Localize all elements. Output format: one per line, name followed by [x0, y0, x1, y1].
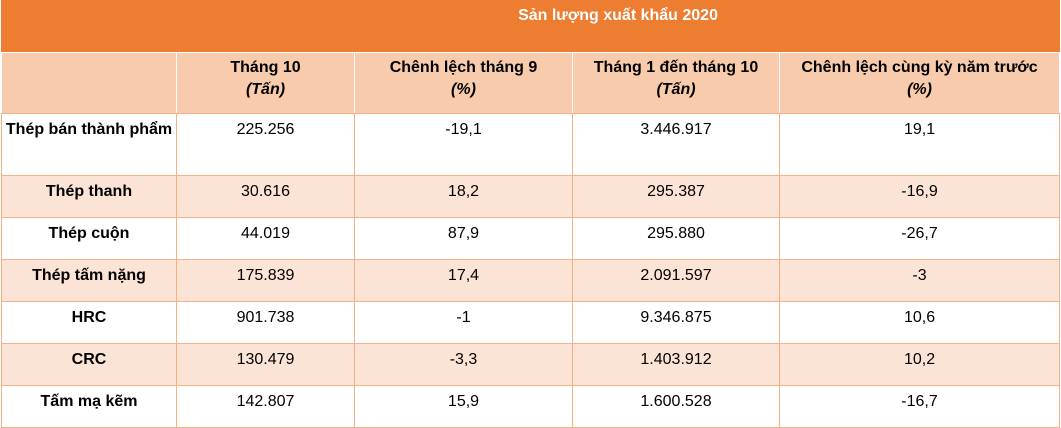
- row-label: Tấm mạ kẽm: [1, 385, 177, 428]
- table-row: Thép tấm nặng 175.839 17,4 2.091.597 -3: [1, 259, 1061, 302]
- column-header-label: Chênh lệch cùng kỳ năm trước: [801, 59, 1038, 76]
- column-header-unit: (Tấn): [656, 81, 696, 98]
- column-header-unit: (%): [907, 81, 932, 98]
- cell-change-vs-september: 17,4: [354, 259, 573, 302]
- table-header-row: Tháng 10 (Tấn) Chênh lệch tháng 9 (%) Th…: [1, 52, 1061, 114]
- cell-october: 175.839: [176, 259, 355, 302]
- cell-change-vs-september: 18,2: [354, 175, 573, 218]
- table-row: Thép cuộn 44.019 87,9 295.880 -26,7: [1, 217, 1061, 260]
- cell-january-to-october: 295.880: [572, 217, 780, 260]
- column-header-unit: (%): [451, 81, 476, 98]
- column-header-product: [1, 52, 177, 114]
- column-header-change-vs-september: Chênh lệch tháng 9 (%): [354, 52, 573, 114]
- cell-change-vs-september: -3,3: [354, 343, 573, 386]
- table-row: Tấm mạ kẽm 142.807 15,9 1.600.528 -16,7: [1, 385, 1061, 428]
- cell-january-to-october: 1.403.912: [572, 343, 780, 386]
- cell-october: 130.479: [176, 343, 355, 386]
- row-label: CRC: [1, 343, 177, 386]
- cell-january-to-october: 9.346.875: [572, 301, 780, 344]
- cell-change-vs-last-year: -16,7: [778, 385, 1061, 428]
- cell-october: 142.807: [176, 385, 355, 428]
- row-label: Thép tấm nặng: [1, 259, 177, 302]
- table-row: CRC 130.479 -3,3 1.403.912 10,2: [1, 343, 1061, 386]
- cell-change-vs-september: 15,9: [354, 385, 573, 428]
- cell-change-vs-last-year: -26,7: [778, 217, 1061, 260]
- cell-change-vs-last-year: -3: [778, 259, 1061, 302]
- table-row: Thép bán thành phẩm 225.256 -19,1 3.446.…: [1, 113, 1061, 176]
- table-title: Sản lượng xuất khẩu 2020: [175, 0, 1061, 53]
- column-header-label: Chênh lệch tháng 9: [389, 59, 538, 76]
- cell-change-vs-last-year: -16,9: [778, 175, 1061, 218]
- column-header-unit: (Tấn): [245, 81, 286, 98]
- cell-january-to-october: 295.387: [572, 175, 780, 218]
- cell-change-vs-last-year: 10,6: [778, 301, 1061, 344]
- column-header-change-vs-last-year: Chênh lệch cùng kỳ năm trước (%): [778, 52, 1061, 114]
- table-title-row: Sản lượng xuất khẩu 2020: [1, 0, 1061, 53]
- cell-october: 44.019: [176, 217, 355, 260]
- cell-october: 901.738: [176, 301, 355, 344]
- cell-october: 225.256: [176, 113, 355, 176]
- table-row: Thép thanh 30.616 18,2 295.387 -16,9: [1, 175, 1061, 218]
- cell-october: 30.616: [176, 175, 355, 218]
- cell-change-vs-september: -19,1: [354, 113, 573, 176]
- row-label: Thép thanh: [1, 175, 177, 218]
- row-label: HRC: [1, 301, 177, 344]
- cell-change-vs-last-year: 10,2: [778, 343, 1061, 386]
- cell-january-to-october: 1.600.528: [572, 385, 780, 428]
- column-header-label: Tháng 1 đến tháng 10: [593, 59, 759, 76]
- cell-january-to-october: 2.091.597: [572, 259, 780, 302]
- table-row: HRC 901.738 -1 9.346.875 10,6: [1, 301, 1061, 344]
- row-label: Thép cuộn: [1, 217, 177, 260]
- cell-change-vs-september: 87,9: [354, 217, 573, 260]
- row-label: Thép bán thành phẩm: [1, 113, 177, 176]
- column-header-label: Tháng 10: [230, 59, 301, 76]
- cell-january-to-october: 3.446.917: [572, 113, 780, 176]
- column-header-october: Tháng 10 (Tấn): [176, 52, 355, 114]
- table-corner-cell: [1, 0, 177, 53]
- cell-change-vs-last-year: 19,1: [778, 113, 1061, 176]
- column-header-january-to-october: Tháng 1 đến tháng 10 (Tấn): [572, 52, 780, 114]
- cell-change-vs-september: -1: [354, 301, 573, 344]
